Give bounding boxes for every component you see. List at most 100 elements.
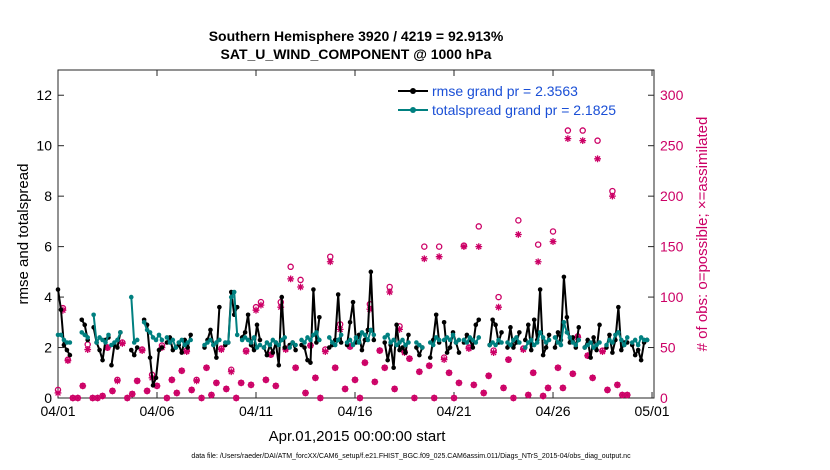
obs-possible-point	[475, 223, 483, 230]
rmse-point	[525, 322, 531, 328]
obs-assimilated-point	[609, 192, 616, 200]
y-tick-label-right: 250	[660, 138, 684, 154]
totalspread-point	[420, 345, 425, 350]
rmse-point	[555, 330, 561, 335]
obs-assimilated-point	[495, 303, 502, 311]
plot-frame	[57, 69, 655, 399]
rmse-point	[552, 345, 558, 350]
totalspread-point	[231, 289, 237, 295]
x-axis-label: Apr.01,2015 00:00:00 start	[269, 428, 447, 445]
obs-assimilated-point	[623, 391, 631, 399]
rmse-point	[382, 340, 388, 345]
rmse-point	[635, 347, 641, 353]
rmse-point	[347, 320, 353, 325]
totalspread-point	[400, 337, 405, 343]
obs-assimilated-point	[415, 368, 423, 376]
rmse-point	[528, 347, 534, 353]
totalspread-point	[67, 340, 73, 345]
rmse-point	[441, 320, 447, 325]
obs-assimilated-point	[217, 346, 225, 353]
obs-assimilated-point	[54, 389, 62, 397]
rmse-point	[417, 352, 422, 358]
obs-assimilated-point	[287, 275, 295, 283]
totalspread-point	[350, 342, 356, 348]
y-tick-label-right: 150	[660, 239, 684, 255]
totalspread-point	[621, 342, 627, 348]
obs-possible-point	[495, 293, 502, 301]
obs-assimilated-point	[109, 387, 116, 395]
totalspread-point	[170, 337, 176, 343]
totalspread-point	[173, 345, 179, 350]
totalspread-point	[58, 332, 64, 338]
y-tick-label-left: 8	[44, 188, 52, 204]
rmse-point	[134, 345, 140, 350]
data-file-footnote: data file: /Users/raeder/DAI/ATM_forcXX/…	[191, 453, 631, 460]
obs-possible-point	[534, 241, 542, 248]
totalspread-point	[208, 337, 213, 343]
obs-assimilated-point	[232, 394, 240, 402]
obs-assimilated-point	[133, 377, 141, 385]
obs-assimilated-point	[465, 345, 473, 352]
obs-assimilated-point	[138, 347, 146, 354]
totalspread-point	[353, 335, 359, 340]
totalspread-point	[508, 342, 513, 348]
obs-assimilated-point	[247, 381, 255, 389]
rmse-point	[128, 347, 134, 353]
rmse-point	[245, 312, 251, 318]
totalspread-point	[293, 342, 298, 348]
obs-assimilated-point	[198, 394, 205, 402]
y-tick-label-right: 200	[660, 188, 684, 204]
rmse-point	[214, 355, 219, 360]
rmse-point	[264, 352, 270, 358]
totalspread-point	[179, 337, 185, 343]
totalspread-point	[335, 337, 341, 343]
obs-assimilated-point	[435, 253, 443, 261]
totalspread-point	[276, 342, 282, 348]
rmse-point	[543, 345, 549, 350]
x-tick-label: 04/11	[239, 403, 273, 419]
rmse-point	[561, 274, 567, 280]
totalspread-point	[115, 337, 120, 343]
obs-assimilated-point	[351, 376, 359, 384]
totalspread-point	[338, 332, 344, 338]
obs-assimilated-point	[376, 347, 384, 354]
totalspread-point	[567, 335, 573, 340]
rmse-point	[179, 350, 185, 355]
rmse-point	[359, 347, 365, 353]
legend-label-rmse: rmse grand pr = 2.3563	[432, 83, 578, 99]
rmse-point	[64, 347, 70, 353]
obs-assimilated-point	[569, 370, 577, 378]
obs-assimilated-point	[168, 376, 176, 384]
totalspread-point	[436, 337, 442, 343]
obs-assimilated-point	[539, 392, 547, 400]
rmse-line	[429, 313, 441, 358]
y-tick-label-left: 0	[44, 390, 52, 406]
rmse-point	[597, 322, 602, 328]
obs-assimilated-point	[188, 386, 196, 394]
rmse-point	[490, 317, 495, 323]
obs-assimilated-point	[534, 258, 542, 266]
totalspread-point	[141, 320, 147, 325]
obs-assimilated-point	[208, 391, 215, 399]
obs-assimilated-point	[420, 255, 428, 263]
obs-possible-point	[297, 276, 304, 284]
totalspread-point	[514, 335, 519, 340]
obs-assimilated-point	[153, 382, 161, 390]
totalspread-point	[217, 337, 222, 343]
rmse-point	[153, 375, 159, 381]
obs-assimilated-point	[559, 384, 567, 392]
rmse-point	[279, 294, 285, 300]
obs-assimilated-point	[178, 367, 186, 375]
obs-assimilated-point	[89, 394, 97, 402]
totalspread-point	[473, 340, 479, 345]
rmse-point	[591, 335, 596, 340]
obs-assimilated-point	[549, 238, 557, 245]
rmse-point	[371, 337, 377, 343]
rmse-point	[159, 345, 165, 350]
totalspread-point	[406, 340, 411, 345]
totalspread-point	[188, 337, 193, 343]
obs-assimilated-point	[123, 394, 131, 402]
obs-assimilated-point	[163, 394, 171, 402]
rmse-point	[317, 314, 322, 320]
